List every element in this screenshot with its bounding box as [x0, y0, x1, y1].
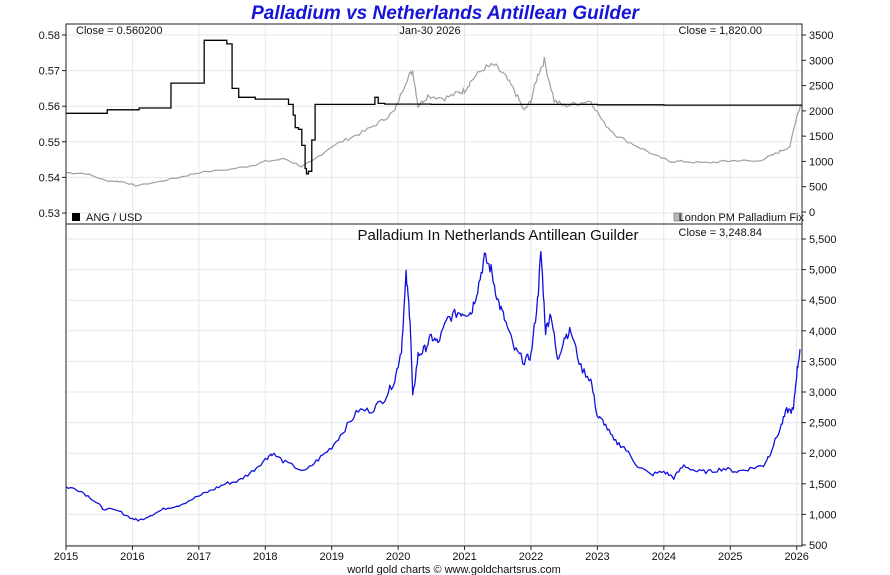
top-right-close: Close = 1,820.00 [679, 25, 762, 37]
legend-ang-swatch [72, 213, 80, 221]
bottom-right-tick-label: 2,000 [809, 448, 837, 460]
top-right-tick-label: 2500 [809, 81, 833, 93]
palladium-fix-line [66, 57, 802, 187]
x-tick-label: 2020 [386, 551, 410, 563]
x-tick-label: 2026 [784, 551, 808, 563]
bottom-close-label: Close = 3,248.84 [679, 227, 762, 239]
top-gridlines [65, 24, 802, 224]
top-right-tick-label: 500 [809, 182, 827, 194]
x-tick-label: 2015 [54, 551, 78, 563]
bottom-right-tick-label: 4,500 [809, 295, 837, 307]
chart-title: Palladium vs Netherlands Antillean Guild… [251, 3, 640, 24]
bottom-panel-title: Palladium In Netherlands Antillean Guild… [358, 227, 639, 244]
bottom-right-tick-label: 1,500 [809, 479, 837, 491]
top-left-axis: 0.58 0.57 0.56 0.55 0.54 0.53 [39, 30, 66, 220]
top-right-tick-label: 1000 [809, 156, 833, 168]
bottom-right-tick-label: 5,000 [809, 265, 837, 277]
bottom-right-axis: 5,500 5,000 4,500 4,000 3,500 3,000 2,500 2,000… [802, 234, 837, 552]
top-left-tick-label: 0.56 [39, 101, 60, 113]
top-right-tick-label: 3000 [809, 55, 833, 67]
top-left-close: Close = 0.560200 [76, 25, 163, 37]
bottom-right-tick-label: 3,000 [809, 387, 837, 399]
palladium-in-ang-line [65, 250, 801, 522]
top-right-tick-label: 1500 [809, 131, 833, 143]
top-panel: 0.58 0.57 0.56 0.55 0.54 0.53 3500 3000 2500 200… [39, 23, 833, 225]
top-left-tick-label: 0.53 [39, 208, 60, 220]
legend-ang-label: ANG / USD [86, 212, 142, 224]
top-right-tick-label: 2000 [809, 106, 833, 118]
bottom-right-tick-label: 1,000 [809, 509, 837, 521]
top-right-tick-label: 3500 [809, 30, 833, 42]
top-panel-background [66, 24, 802, 224]
bottom-gridlines [65, 224, 802, 546]
legend-fix-swatch [673, 212, 683, 222]
x-tick-label: 2018 [253, 551, 277, 563]
ang-usd-line [66, 39, 803, 175]
bottom-panel: 5,500 5,000 4,500 4,000 3,500 3,000 2,500 2,000… [54, 223, 837, 563]
x-tick-label: 2021 [452, 551, 476, 563]
x-tick-label: 2019 [319, 551, 343, 563]
top-date-label: Jan-30 2026 [399, 25, 460, 37]
x-tick-label: 2024 [652, 551, 676, 563]
bottom-panel-frame [65, 223, 803, 547]
x-tick-label: 2025 [718, 551, 742, 563]
top-left-tick-label: 0.54 [39, 172, 60, 184]
top-left-tick-label: 0.58 [39, 30, 60, 42]
bottom-right-tick-label: 2,500 [809, 418, 837, 430]
top-right-tick-label: 0 [809, 207, 815, 219]
x-axis: 2015 2016 2017 2018 2019 2020 2021 2022 2023 2024… [54, 546, 809, 563]
x-tick-label: 2017 [187, 551, 211, 563]
x-tick-label: 2016 [120, 551, 144, 563]
bottom-right-tick-label: 4,000 [809, 326, 837, 338]
bottom-right-tick-label: 500 [809, 540, 827, 552]
x-tick-label: 2022 [519, 551, 543, 563]
top-left-tick-label: 0.55 [39, 137, 60, 149]
bottom-right-tick-label: 5,500 [809, 234, 837, 246]
top-left-tick-label: 0.57 [39, 66, 60, 78]
legend-fix-label: London PM Palladium Fix [679, 212, 805, 224]
footer-credit: world gold charts © www.goldchartsrus.co… [346, 564, 561, 575]
bottom-right-tick-label: 3,500 [809, 356, 837, 368]
x-tick-label: 2023 [585, 551, 609, 563]
top-right-axis: 3500 3000 2500 2000 1500 1000 500 0 [802, 30, 833, 219]
